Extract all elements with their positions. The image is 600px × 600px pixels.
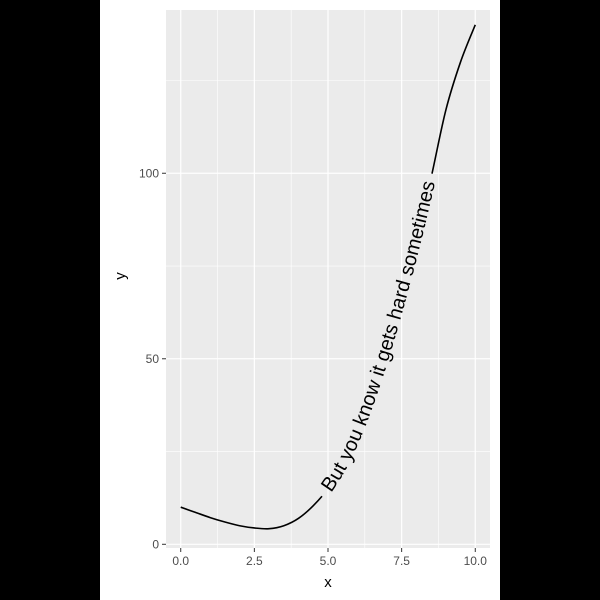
y-tick-label: 100	[139, 166, 159, 180]
y-tick-label: 50	[146, 352, 160, 366]
x-tick-label: 5.0	[320, 554, 337, 568]
y-axis-title: y	[112, 272, 129, 280]
y-axis: 0 50 100	[139, 166, 166, 551]
series-line	[180, 24, 477, 530]
x-axis-title: x	[324, 574, 332, 591]
x-tick-label: 0.0	[172, 554, 189, 568]
x-axis: 0.0 2.5 5.0 7.5 10.0	[172, 548, 487, 568]
y-tick-label: 0	[152, 537, 159, 551]
x-tick-label: 10.0	[464, 554, 488, 568]
x-tick-label: 7.5	[393, 554, 410, 568]
x-tick-label: 2.5	[246, 554, 263, 568]
grid-major	[166, 10, 490, 548]
